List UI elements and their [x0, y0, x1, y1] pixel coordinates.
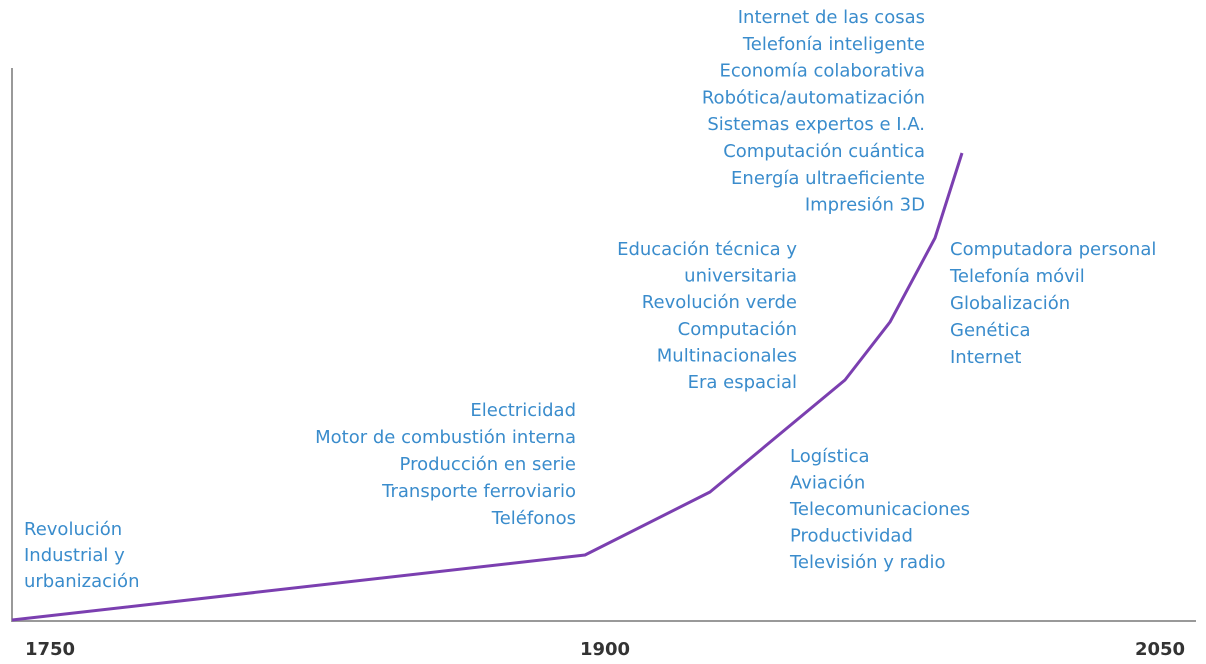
annotation-line: Genética: [950, 320, 1031, 341]
annotation-line: universitaria: [684, 266, 797, 287]
annotation-line: Era espacial: [688, 372, 797, 393]
annotation-line: Globalización: [950, 293, 1070, 314]
annotation-line: Computadora personal: [950, 239, 1156, 260]
annotation-line: Internet: [950, 347, 1021, 368]
year-label: 2050: [1135, 639, 1185, 660]
annotation-line: Computación: [678, 319, 797, 340]
annotation-line: Multinacionales: [657, 345, 797, 366]
annotation-line: Internet de las cosas: [738, 7, 925, 28]
annotation-line: Energía ultraeficiente: [731, 168, 925, 189]
annotation-line: Educación técnica y: [617, 239, 797, 260]
annotation-line: Productividad: [790, 526, 913, 547]
growth-curve: [11, 152, 964, 622]
annotation-line: Transporte ferroviario: [381, 481, 576, 502]
annotation-line: Aviación: [790, 473, 865, 494]
annotation-line: Logística: [790, 446, 870, 467]
annotation-line: Telefonía inteligente: [742, 34, 925, 55]
annotation-line: Impresión 3D: [805, 195, 925, 216]
annotation-line: Robótica/automatización: [702, 87, 925, 108]
annotation-line: Revolución: [24, 519, 122, 540]
annotation-line: Producción en serie: [400, 454, 576, 475]
annotation-line: Industrial y: [24, 545, 125, 566]
annotation-line: Televisión y radio: [789, 552, 946, 573]
annotation-line: Motor de combustión interna: [315, 427, 576, 448]
annotation-line: Telecomunicaciones: [789, 499, 970, 520]
year-label: 1900: [580, 639, 630, 660]
annotation-line: Sistemas expertos e I.A.: [707, 114, 925, 135]
annotation-line: urbanización: [24, 571, 139, 592]
annotation-line: Economía colaborativa: [719, 61, 925, 82]
year-label: 1750: [25, 639, 75, 660]
annotation-line: Computación cuántica: [723, 141, 925, 162]
annotation-line: Electricidad: [470, 400, 576, 421]
annotation-line: Telefonía móvil: [949, 266, 1085, 287]
annotation-line: Revolución verde: [642, 292, 797, 313]
annotation-line: Teléfonos: [491, 508, 576, 529]
